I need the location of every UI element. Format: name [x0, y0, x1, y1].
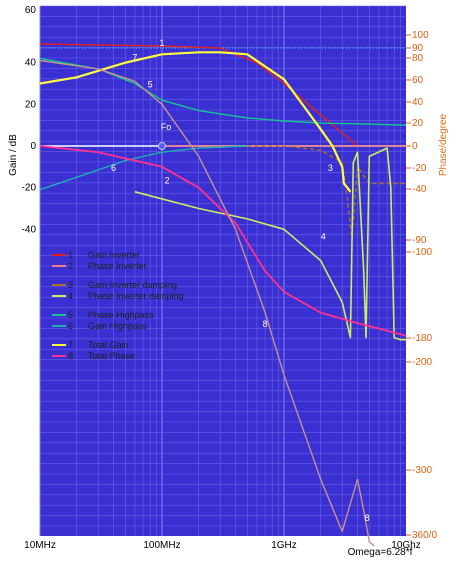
legend-number-5: 5: [68, 310, 73, 320]
curve-6: [39, 145, 248, 191]
grid-lines: [39, 5, 406, 536]
left-tick-label: 20: [25, 99, 37, 110]
right-tick-label: -300: [412, 465, 432, 476]
curve-4: [134, 147, 406, 341]
legend-number-6: 6: [68, 321, 73, 331]
legend-number-8: 8: [68, 351, 73, 361]
legend-label-3: Gain Inverter damping: [88, 280, 177, 290]
curve-8b: [39, 59, 375, 547]
legend-label-1: Gain Inverter: [88, 250, 140, 260]
fo-marker: Fo: [158, 122, 172, 150]
right-tick-label: -40: [412, 184, 427, 195]
x-axis-ticks: 10MHz 100MHz 1GHz 10Ghz: [24, 540, 421, 551]
curve-number-label: 5: [148, 80, 153, 90]
legend-number-4: 4: [68, 291, 73, 301]
left-axis-label: Gain / dB: [8, 134, 19, 176]
right-tick-label: 80: [412, 53, 424, 64]
curve-number-label: 3: [328, 163, 333, 173]
curve-7: [39, 51, 352, 193]
left-tick-label: 40: [25, 58, 37, 69]
curve-number-label: 2: [165, 175, 170, 185]
curve-number-label: 8: [365, 513, 370, 523]
right-tick-label: 100: [412, 30, 429, 41]
right-tick-label: 20: [412, 118, 424, 129]
left-tick-label: 0: [30, 141, 36, 152]
left-tick-label: 60: [25, 5, 37, 16]
left-tick-label: -20: [22, 183, 37, 194]
curve-number-label: 4: [321, 232, 326, 242]
right-tick-label: -180: [412, 333, 432, 344]
left-tick-label: -40: [22, 224, 37, 235]
fo-point: [158, 142, 166, 150]
right-tick-label: 90: [412, 43, 424, 54]
curves: [39, 43, 407, 547]
x-axis-label: Omega=6.28*f: [348, 547, 413, 558]
x-tick-label: 100MHz: [143, 540, 180, 551]
curve-number-label: 8: [263, 319, 268, 329]
legend-number-2: 2: [68, 261, 73, 271]
legend-label-2: Phase Inverter: [88, 261, 147, 271]
legend-label-5: Phase Highpass: [88, 310, 154, 320]
fo-label: Fo: [161, 122, 172, 132]
curve-number-label: 6: [111, 163, 116, 173]
right-tick-label: 60: [412, 75, 424, 86]
right-tick-label: -100: [412, 247, 432, 258]
x-tick-label: 1GHz: [271, 540, 297, 551]
curve-number-label: 1: [159, 38, 164, 48]
curve-labels: 1 7 5 2 6 3 4 8 8: [111, 38, 370, 523]
legend-label-8: Total Phase: [88, 351, 135, 361]
legend-number-3: 3: [68, 280, 73, 290]
legend-number-1: 1: [68, 250, 73, 260]
legend-label-4: Phase Inverter damping: [88, 291, 184, 301]
curve-1: [39, 43, 358, 147]
right-tick-label: 40: [412, 97, 424, 108]
left-axis-ticks: 60 40 20 0 -20 -40: [22, 5, 37, 235]
curve-3: [247, 145, 406, 241]
curve-5: [39, 57, 407, 126]
legend-number-7: 7: [68, 340, 73, 350]
x-tick-label: 10MHz: [24, 540, 56, 551]
legend: 1 Gain Inverter 2 Phase Inverter 3 Gain Inver…: [52, 250, 184, 361]
legend-label-7: Total Gain: [88, 340, 129, 350]
legend-label-6: Gain Highpass: [88, 321, 148, 331]
x-tick-label: 10Ghz: [391, 540, 420, 551]
right-tick-label: -20: [412, 163, 427, 174]
right-tick-label: 360/0: [412, 530, 437, 541]
curve-number-label: 7: [132, 53, 137, 63]
right-axis-label: Phase/degree: [438, 113, 449, 176]
right-tick-label: -200: [412, 357, 432, 368]
right-tick-label: -90: [412, 235, 427, 246]
plot-area: [40, 6, 406, 536]
curve-8: [39, 145, 407, 337]
right-tick-label: 0: [412, 141, 418, 152]
